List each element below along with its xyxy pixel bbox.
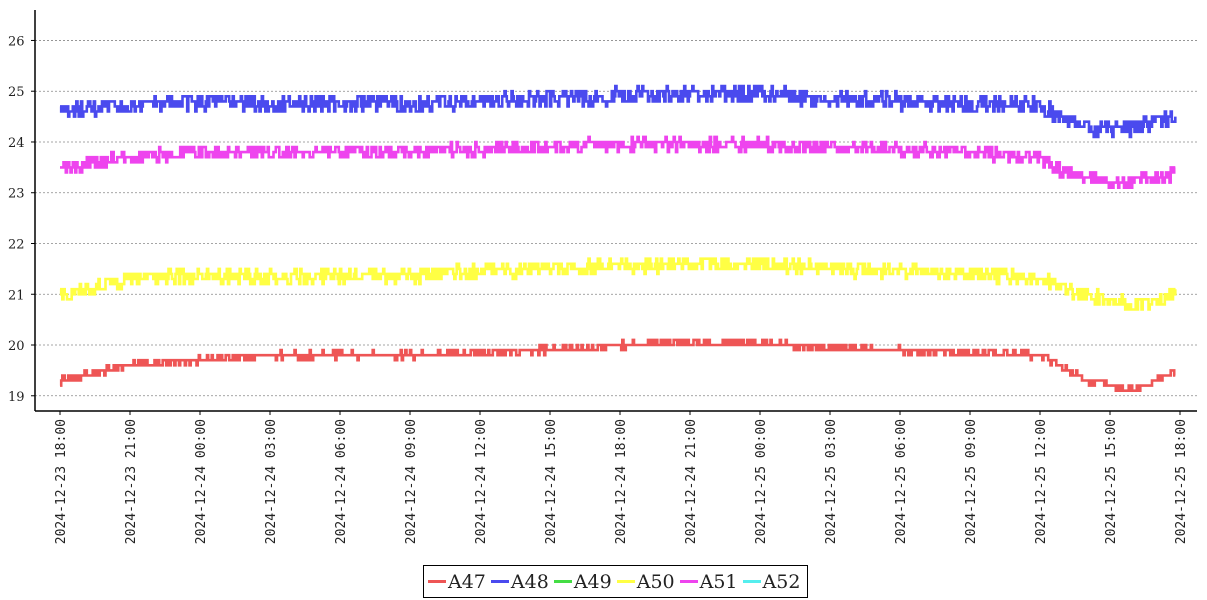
legend-swatch [616, 580, 635, 583]
y-tick-label: 23 [8, 187, 25, 202]
x-tick-label: 2024-12-25 06:00 [894, 419, 909, 544]
x-tick-label: 2024-12-23 21:00 [124, 419, 139, 544]
axes [34, 10, 1197, 412]
x-tick-label: 2024-12-24 12:00 [474, 419, 489, 544]
x-tick-label: 2024-12-24 15:00 [544, 419, 559, 544]
y-tick-label: 19 [8, 390, 25, 405]
legend-swatch [490, 580, 509, 583]
y-tick-label: 26 [8, 34, 25, 49]
legend-item-a51: A51 [678, 571, 738, 593]
y-tick-labels: 19 20 21 22 23 24 25 26 [8, 34, 35, 405]
legend-label: A50 [636, 570, 675, 593]
legend-label: A47 [448, 570, 486, 593]
series-line-a51 [60, 135, 1176, 189]
legend-swatch [679, 580, 698, 583]
legend-item-a48: A48 [489, 571, 549, 593]
x-tick-label: 2024-12-25 12:00 [1034, 419, 1049, 544]
legend-item-a49: A49 [552, 571, 612, 593]
y-tick-label: 21 [8, 288, 25, 303]
x-tick-label: 2024-12-25 18:00 [1174, 419, 1189, 544]
y-tick-label: 25 [8, 85, 25, 100]
series-line-a47 [59, 338, 1176, 392]
x-tick-label: 2024-12-25 03:00 [824, 419, 839, 544]
legend-item-a52: A52 [741, 570, 801, 593]
legend-label: A51 [699, 570, 738, 593]
x-tick-label: 2024-12-25 00:00 [754, 419, 769, 544]
series-lines [59, 84, 1177, 392]
x-tick-label: 2024-12-24 21:00 [684, 419, 699, 544]
x-tick-label: 2024-12-24 03:00 [264, 419, 279, 544]
legend-swatch [742, 580, 761, 583]
x-tick-label: 2024-12-24 06:00 [334, 419, 349, 544]
x-tick-label: 2024-12-24 18:00 [614, 419, 629, 544]
series-line-a48 [59, 84, 1177, 139]
x-tick-labels: 2024-12-23 18:00 2024-12-23 21:00 2024-12-… [54, 411, 1189, 544]
legend: A47 A48 A49 A50 A51 A52 [423, 565, 809, 598]
y-tick-label: 22 [8, 237, 25, 252]
legend-item-a47: A47 [426, 571, 486, 593]
x-tick-label: 2024-12-24 09:00 [404, 419, 419, 544]
y-tick-label: 20 [8, 339, 25, 354]
y-tick-label: 24 [8, 136, 25, 151]
x-tick-label: 2024-12-25 09:00 [964, 419, 979, 544]
legend-item-a50: A50 [615, 571, 675, 593]
x-tick-label: 2024-12-24 00:00 [194, 419, 209, 544]
legend-label: A49 [573, 570, 612, 593]
series-line-a50 [59, 257, 1177, 311]
legend-label: A52 [762, 570, 801, 593]
legend-label: A48 [510, 570, 549, 593]
x-tick-label: 2024-12-23 18:00 [54, 419, 69, 544]
legend-swatch [553, 580, 572, 583]
x-tick-label: 2024-12-25 15:00 [1104, 419, 1119, 544]
legend-swatch [428, 580, 446, 583]
